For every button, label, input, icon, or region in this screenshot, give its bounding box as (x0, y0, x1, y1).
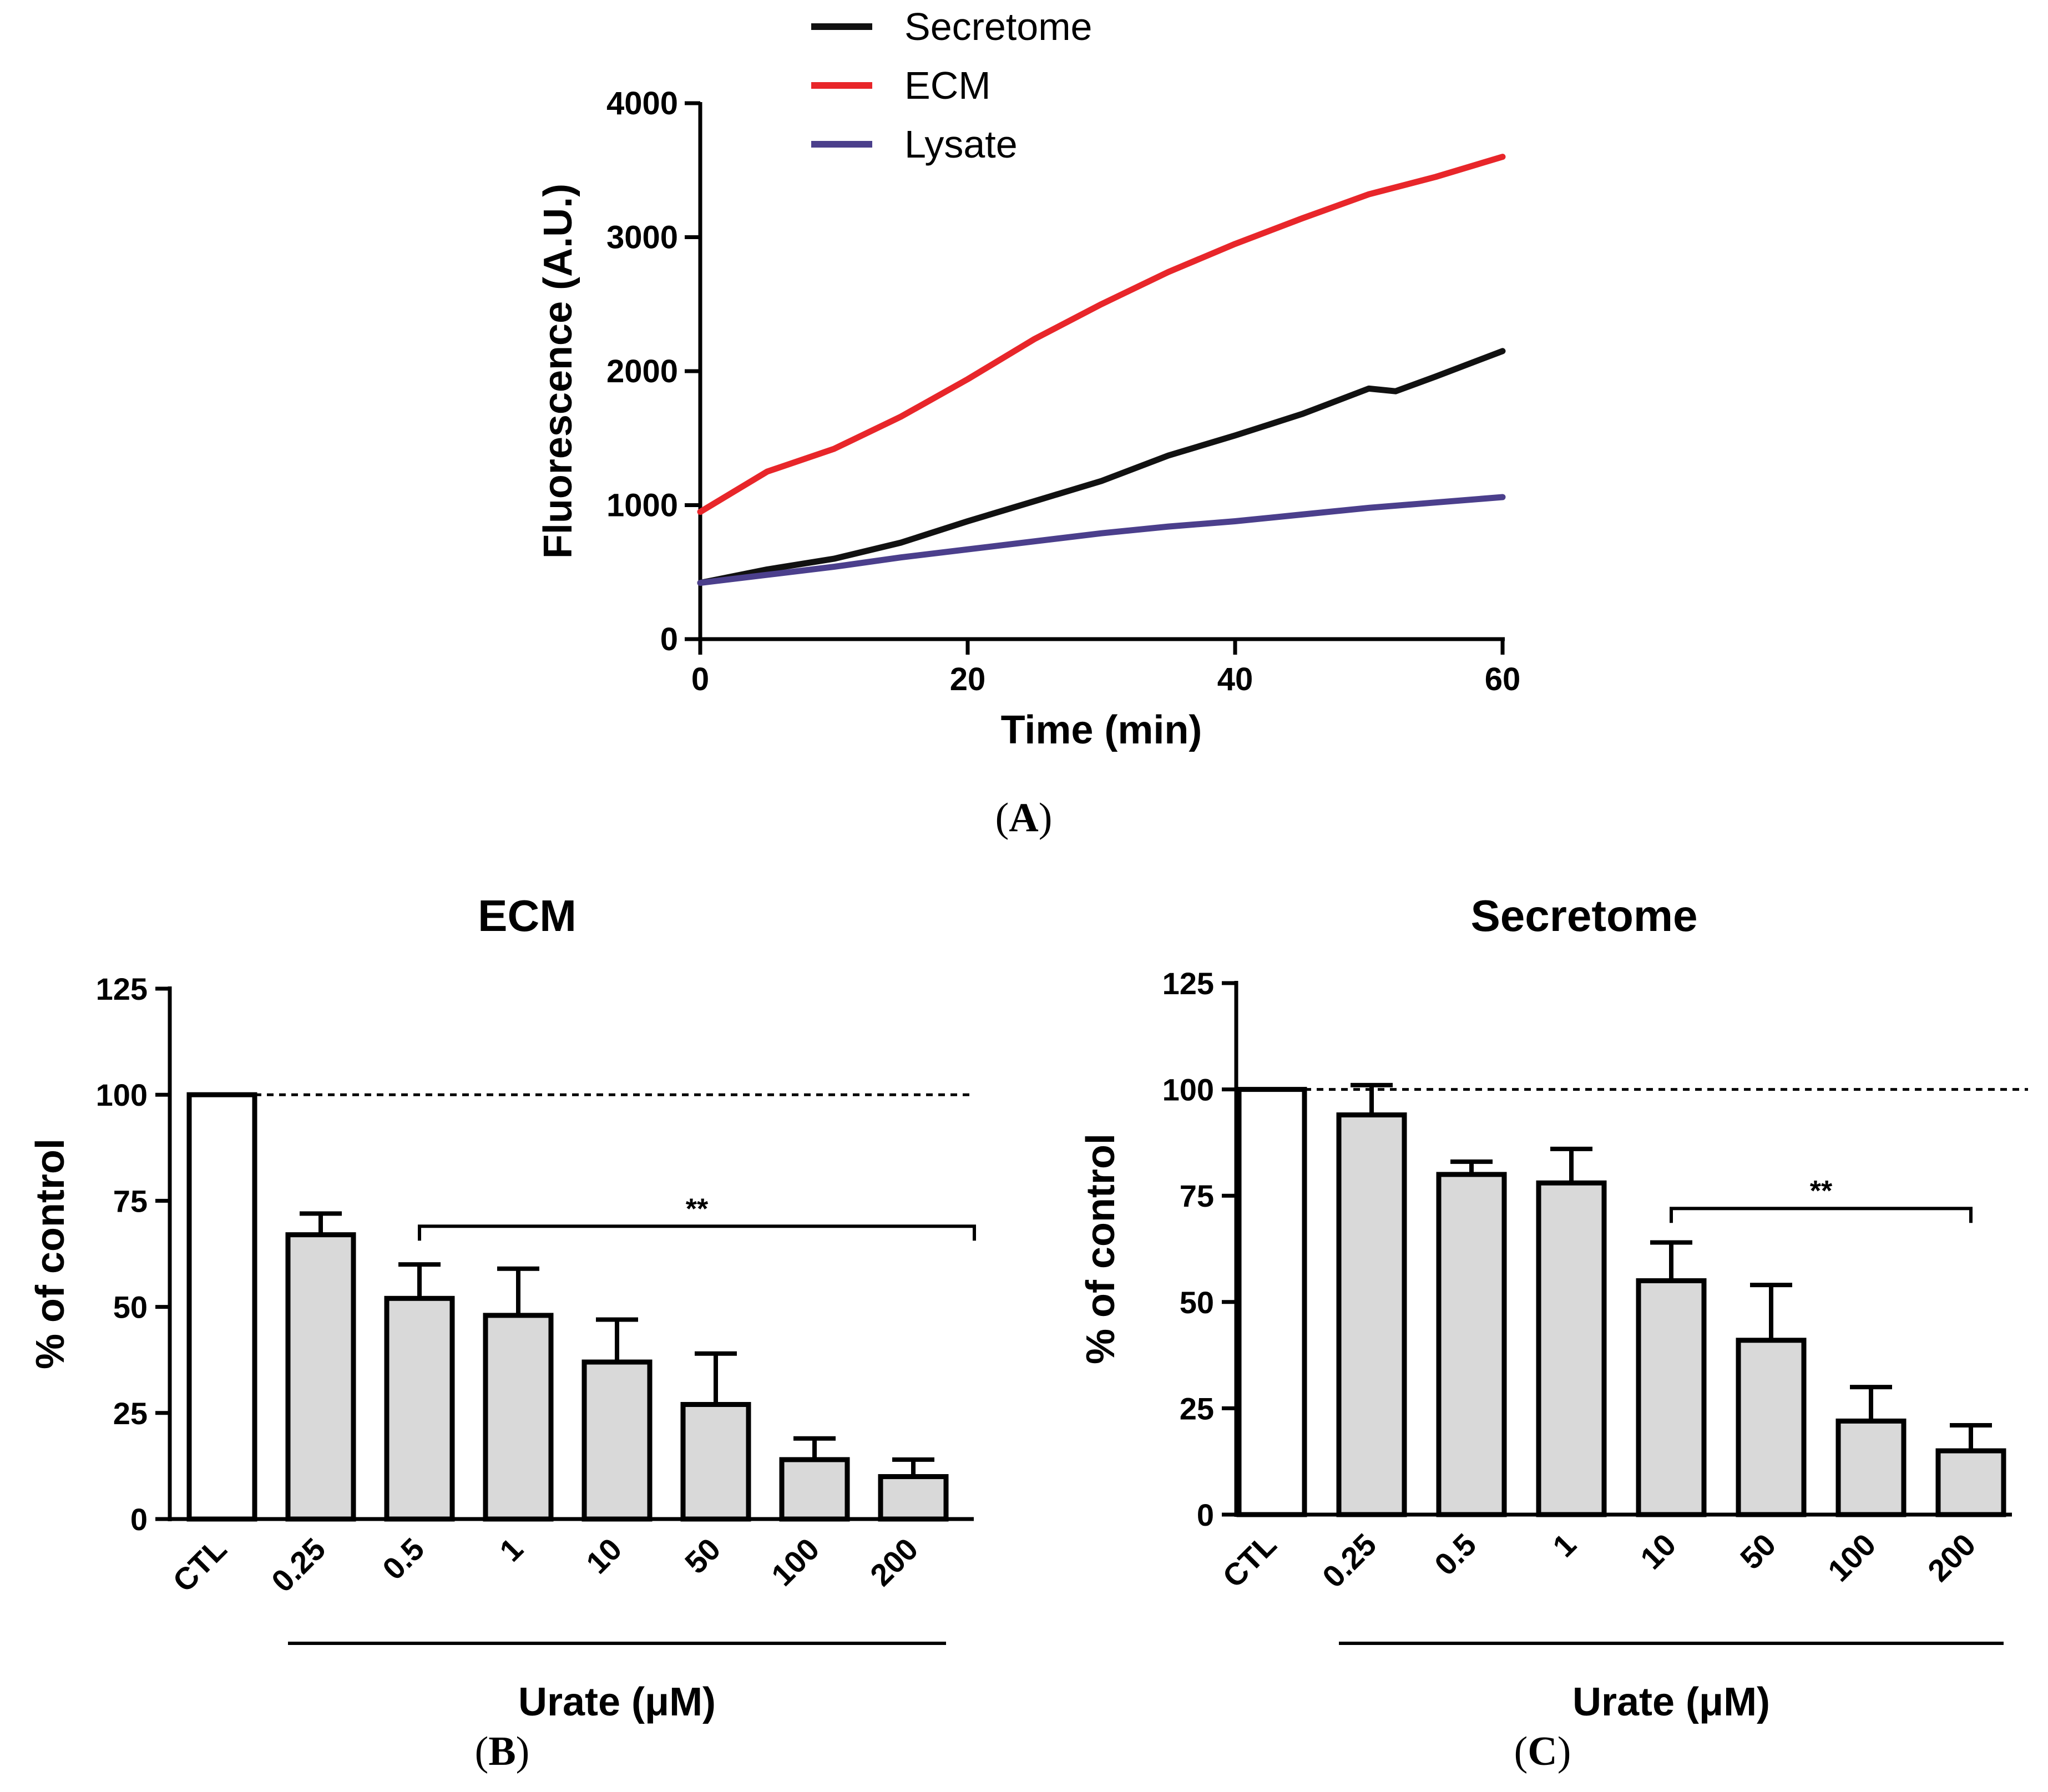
chart-title: ECM (478, 891, 577, 940)
x-tick-label-100: 100 (765, 1531, 826, 1593)
bar-chart-b: ECM CTL 0.25 0.5 1 10 50 100 200 0 25 50 75 100 125 % o… (28, 891, 976, 1724)
y-tick-label: 1000 (606, 488, 678, 524)
y-tick-label: 50 (113, 1290, 148, 1325)
x-tick-label: 0 (691, 661, 709, 697)
y-tick-label: 4000 (606, 85, 678, 122)
caption-a-open: ( (995, 795, 1009, 841)
y-tick-label: 125 (1162, 966, 1214, 1001)
bar-1 (483, 1313, 554, 1522)
y-tick-label: 3000 (606, 220, 678, 256)
bar-CTL (1236, 1087, 1307, 1517)
legend-label-ecm: ECM (904, 64, 991, 107)
x-tick-label: 60 (1485, 661, 1521, 697)
x-tick-label: 20 (950, 661, 986, 697)
caption-c-close: ) (1557, 1729, 1571, 1774)
bar-1 (1536, 1180, 1607, 1517)
x-tick-label-0.25: 0.25 (1316, 1527, 1383, 1594)
bar-0.5 (1436, 1172, 1507, 1517)
caption-a-letter: A (1009, 795, 1039, 841)
bar-0.5 (384, 1295, 455, 1522)
bar-CTL (186, 1092, 257, 1522)
x-axis-label: Urate (μM) (518, 1680, 716, 1724)
bar-200 (878, 1474, 949, 1522)
bar-0.25 (1336, 1112, 1407, 1517)
caption-b: (B) (419, 1728, 585, 1775)
significance-bracket (1670, 1207, 1973, 1223)
caption-a: (A) (940, 794, 1107, 842)
y-tick-label: 100 (1162, 1072, 1214, 1107)
bar-50 (680, 1402, 751, 1522)
y-tick-label: 25 (113, 1396, 148, 1431)
x-tick-label-10: 10 (579, 1531, 629, 1581)
y-tick-label: 0 (660, 621, 678, 657)
x-tick-label-CTL: CTL (1216, 1527, 1283, 1594)
bar-chart-c: Secretome CTL 0.25 0.5 1 10 50 100 200 0 25 50 75 100… (1079, 891, 2028, 1724)
bar-200 (1935, 1448, 2006, 1517)
x-tick-label-100: 100 (1821, 1527, 1883, 1588)
chart-title: Secretome (1470, 891, 1697, 940)
bar-10 (581, 1359, 653, 1522)
caption-c-letter: C (1528, 1729, 1558, 1774)
y-tick-label: 100 (96, 1077, 148, 1112)
line-chart-a: 0 1000 2000 3000 4000 0 20 40 60 Time (min) Fluore… (536, 5, 1521, 752)
caption-c-open: ( (1514, 1729, 1528, 1774)
series-line-ecm (697, 154, 1506, 515)
caption-c: (C) (1459, 1728, 1626, 1775)
y-tick-label: 50 (1180, 1285, 1214, 1320)
x-tick-label-CTL: CTL (166, 1531, 234, 1599)
caption-b-letter: B (488, 1729, 516, 1774)
x-tick-label-200: 200 (1921, 1527, 1983, 1588)
series-line-secretome (697, 348, 1506, 586)
y-tick-label: 125 (96, 971, 148, 1006)
x-tick-label-10: 10 (1634, 1527, 1683, 1576)
y-tick-label: 0 (130, 1502, 148, 1537)
y-axis-label: Fluorescence (A.U.) (536, 184, 580, 559)
significance-label: ** (1810, 1175, 1833, 1207)
caption-a-close: ) (1038, 795, 1053, 841)
legend-label-lysate: Lysate (904, 123, 1018, 166)
x-tick-label: 40 (1217, 661, 1253, 697)
significance-bracket (418, 1224, 976, 1241)
y-tick-label: 2000 (606, 353, 678, 389)
y-tick-label: 25 (1180, 1391, 1214, 1426)
bar-100 (1835, 1418, 1907, 1517)
x-tick-label-50: 50 (678, 1531, 727, 1581)
legend-label-secretome: Secretome (904, 5, 1092, 48)
x-tick-label-1: 1 (493, 1531, 530, 1568)
bar-100 (779, 1457, 850, 1522)
y-axis-label: % of control (1079, 1133, 1123, 1364)
x-tick-label-0.5: 0.5 (1428, 1527, 1483, 1582)
y-tick-label: 75 (113, 1183, 148, 1218)
y-tick-label: 75 (1180, 1178, 1214, 1213)
bar-10 (1636, 1278, 1707, 1517)
y-tick-label: 0 (1197, 1497, 1214, 1532)
bar-0.25 (285, 1232, 356, 1522)
caption-b-close: ) (515, 1729, 530, 1774)
x-axis-label: Urate (μM) (1572, 1680, 1770, 1724)
series-line-lysate (697, 494, 1506, 586)
significance-label: ** (686, 1193, 709, 1225)
y-axis-label: % of control (28, 1138, 73, 1369)
x-tick-label-200: 200 (863, 1531, 925, 1593)
x-tick-label-0.5: 0.5 (376, 1531, 431, 1587)
bar-50 (1736, 1338, 1807, 1517)
x-tick-label-0.25: 0.25 (265, 1531, 332, 1599)
x-tick-label-50: 50 (1733, 1527, 1783, 1576)
x-axis-label: Time (min) (1001, 708, 1202, 752)
x-tick-label-1: 1 (1546, 1527, 1583, 1564)
caption-b-open: ( (474, 1729, 489, 1774)
